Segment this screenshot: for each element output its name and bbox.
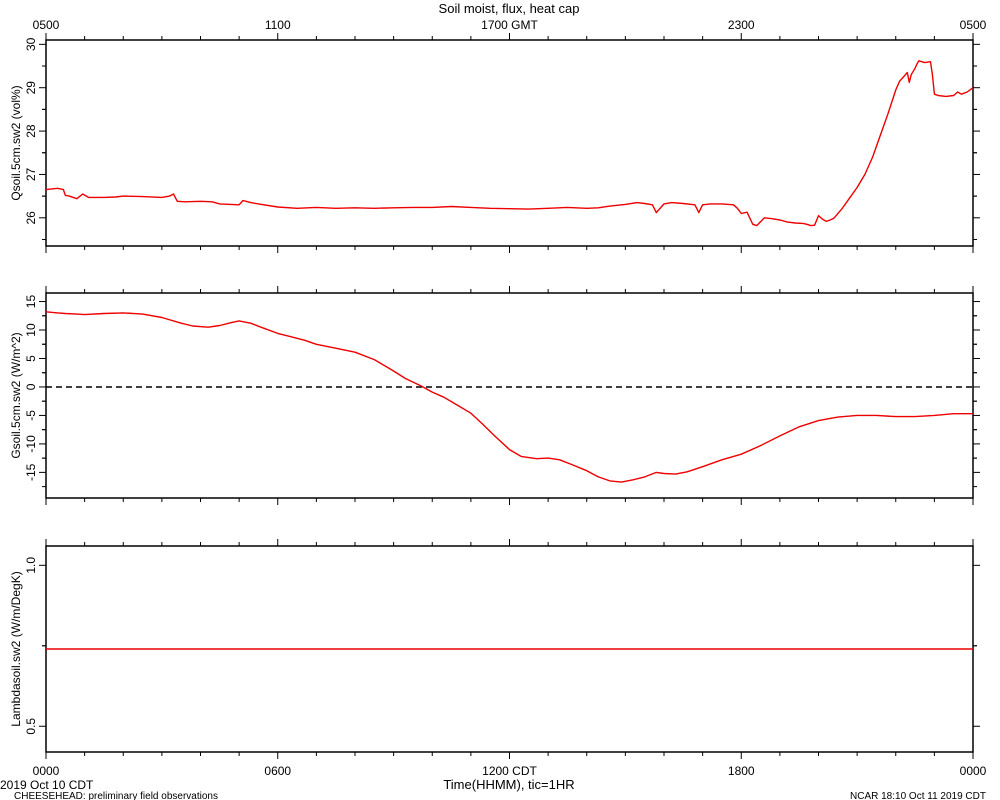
y-axis-label: Gsoil.5cm.sw2 (W/m^2)	[9, 332, 23, 458]
top-axis-tick-labels: 0500 1100 1700 GMT 2300 0500	[33, 18, 987, 32]
top-tick-label: 0500	[33, 18, 60, 32]
y-tick-label: 0.5	[24, 718, 38, 735]
top-tick-label: 0500	[960, 18, 987, 32]
y-tick-label: 15	[24, 295, 38, 309]
bottom-tick-label: 1200 CDT	[482, 764, 537, 778]
x-axis-label: Time(HHMM), tic=1HR	[443, 777, 574, 792]
bottom-tick-label: 0600	[264, 764, 291, 778]
soil-heat-flux-panel: -15 -10 -5 0 5 10 15 Gsoil.5cm.sw2 (W/m^2)	[9, 286, 980, 505]
y-axis-label: Qsoil.5cm.sw2 (vol%)	[9, 85, 23, 200]
start-date-label: 2019 Oct 10 CDT	[0, 778, 94, 792]
series-line	[45, 60, 974, 227]
y-tick-label: 28	[24, 124, 38, 138]
y-tick-label: -5	[24, 410, 38, 421]
bottom-tick-label: 0000	[33, 764, 60, 778]
y-axis-label: Lambdasoil.sw2 (W/m/DegK)	[9, 571, 23, 726]
series-line	[45, 311, 973, 483]
y-tick-label: 26	[24, 211, 38, 225]
y-tick-label: 5	[24, 355, 38, 362]
y-tick-label: 0	[24, 383, 38, 390]
bottom-tick-label: 0000	[960, 764, 987, 778]
project-label: CHEESEHEAD: preliminary field observatio…	[14, 791, 218, 800]
y-tick-label: 30	[24, 37, 38, 51]
generation-stamp: NCAR 18:10 Oct 11 2019 CDT	[850, 791, 986, 800]
chart-title: Soil moist, flux, heat cap	[439, 1, 580, 16]
y-tick-label: -15	[24, 463, 38, 481]
soil-moisture-panel: 26 27 28 29 30 Qsoil.5cm.sw2 (vol%)	[9, 33, 980, 253]
y-tick-label: 29	[24, 81, 38, 95]
bottom-axis-tick-labels: 0000 0600 1200 CDT 1800 0000	[33, 764, 987, 778]
top-tick-label: 2300	[728, 18, 755, 32]
plot-frame	[45, 39, 974, 247]
top-tick-label: 1700 GMT	[481, 18, 538, 32]
y-tick-label: 27	[24, 167, 38, 181]
y-tick-label: 1.0	[24, 557, 38, 574]
bottom-tick-label: 1800	[728, 764, 755, 778]
y-tick-label: 10	[24, 323, 38, 337]
top-tick-label: 1100	[265, 18, 291, 32]
y-tick-label: -10	[24, 435, 38, 453]
